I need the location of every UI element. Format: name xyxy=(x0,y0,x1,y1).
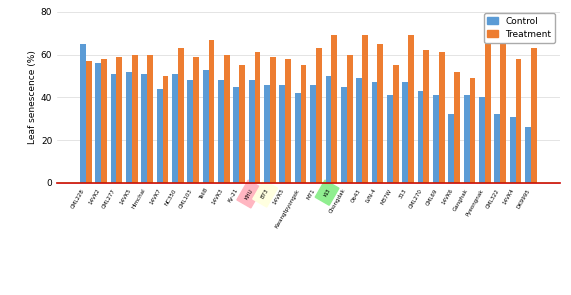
Bar xyxy=(224,55,230,183)
Bar xyxy=(356,78,362,183)
Bar xyxy=(531,48,537,183)
Bar xyxy=(203,70,208,183)
Bar xyxy=(347,55,352,183)
Bar xyxy=(393,65,399,183)
Bar xyxy=(316,48,322,183)
Bar xyxy=(417,91,424,183)
Bar xyxy=(239,65,245,183)
Bar xyxy=(500,37,506,183)
Bar xyxy=(387,95,393,183)
Bar xyxy=(494,114,500,183)
Bar xyxy=(479,97,485,183)
Bar xyxy=(439,53,445,183)
Bar xyxy=(208,40,214,183)
Bar xyxy=(163,76,168,183)
Bar xyxy=(424,50,429,183)
Bar xyxy=(286,59,291,183)
Legend: Control, Treatment: Control, Treatment xyxy=(484,13,555,43)
Bar xyxy=(377,44,383,183)
Bar xyxy=(331,35,337,183)
Bar xyxy=(101,59,107,183)
Bar xyxy=(156,89,163,183)
Bar xyxy=(362,35,368,183)
Bar xyxy=(464,95,469,183)
Bar xyxy=(255,53,260,183)
Bar xyxy=(111,74,116,183)
Bar xyxy=(126,72,132,183)
Bar xyxy=(147,55,153,183)
Bar xyxy=(95,63,101,183)
Bar xyxy=(408,35,414,183)
Bar xyxy=(249,80,255,183)
Bar xyxy=(193,57,199,183)
Bar xyxy=(454,72,460,183)
Bar xyxy=(341,87,347,183)
Bar xyxy=(469,78,475,183)
Bar xyxy=(86,61,91,183)
Bar xyxy=(310,85,316,183)
Bar xyxy=(525,127,531,183)
Bar xyxy=(172,74,178,183)
Bar xyxy=(80,44,86,183)
Bar xyxy=(301,65,307,183)
Bar xyxy=(178,48,184,183)
Bar xyxy=(218,80,224,183)
Bar xyxy=(325,76,331,183)
Bar xyxy=(485,44,490,183)
Bar xyxy=(264,85,270,183)
Bar xyxy=(510,117,516,183)
Bar xyxy=(295,93,301,183)
Bar xyxy=(403,82,408,183)
Bar xyxy=(448,114,454,183)
Bar xyxy=(132,55,138,183)
Bar xyxy=(187,80,193,183)
Bar xyxy=(516,59,521,183)
Y-axis label: Leaf senescence (%): Leaf senescence (%) xyxy=(27,50,37,144)
Bar xyxy=(234,87,239,183)
Bar xyxy=(372,82,377,183)
Bar xyxy=(116,57,122,183)
Bar xyxy=(142,74,147,183)
Bar xyxy=(270,57,276,183)
Bar xyxy=(279,85,286,183)
Bar xyxy=(433,95,439,183)
